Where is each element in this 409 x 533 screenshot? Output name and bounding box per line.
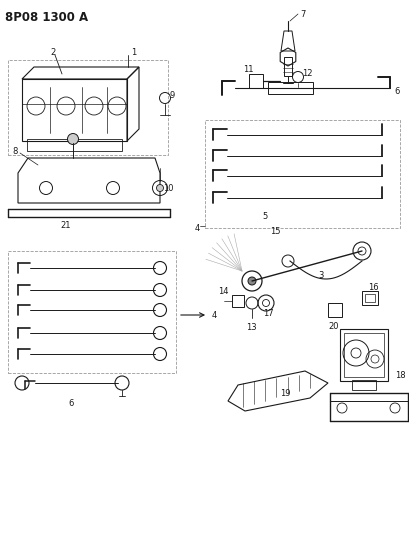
Bar [351,380,375,390]
Text: 11: 11 [243,64,253,74]
Bar [204,120,399,228]
Circle shape [67,133,78,144]
Text: 14: 14 [218,287,228,295]
Text: 4: 4 [211,311,217,319]
Text: 8: 8 [12,147,17,156]
Bar [267,82,312,94]
Bar [361,291,377,305]
Text: 21: 21 [60,221,70,230]
Bar [8,251,175,373]
Text: 9: 9 [170,91,175,100]
Text: 4: 4 [195,223,200,232]
Text: 12: 12 [301,69,312,77]
Text: 13: 13 [245,322,256,332]
Text: 19: 19 [279,389,290,398]
Text: 2: 2 [50,47,55,56]
Bar [22,79,127,141]
Text: 8P08 1300 A: 8P08 1300 A [5,11,88,24]
Text: 7: 7 [299,10,305,19]
Text: 5: 5 [261,212,267,221]
Bar [283,57,291,76]
Text: 1: 1 [131,47,136,56]
Bar [27,139,122,151]
Text: 6: 6 [393,86,398,95]
Bar [248,74,262,88]
Bar [343,333,383,377]
Bar [8,60,168,155]
Circle shape [156,184,163,191]
Text: 10: 10 [163,183,173,192]
Circle shape [247,277,255,285]
Bar [339,329,387,381]
Text: 18: 18 [394,370,405,379]
Text: 15: 15 [270,227,280,236]
Text: 6: 6 [68,399,73,408]
Text: 3: 3 [317,271,323,279]
Bar [364,294,374,302]
Text: 16: 16 [367,282,378,292]
Text: 20: 20 [327,321,338,330]
Text: 17: 17 [262,309,273,318]
Bar [327,303,341,317]
